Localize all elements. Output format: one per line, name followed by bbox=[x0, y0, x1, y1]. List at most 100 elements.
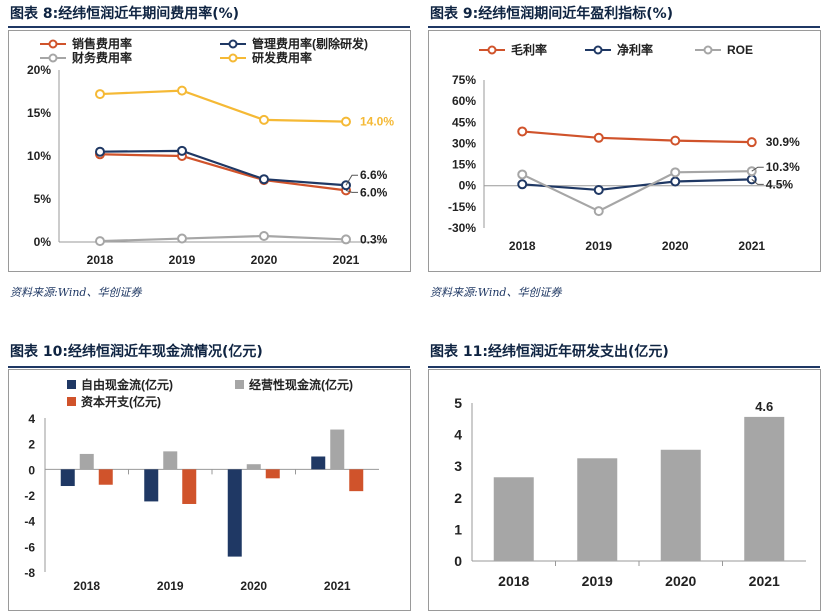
source-note: 资料来源:Wind、华创证券 bbox=[10, 286, 142, 299]
x-tick-label: 2020 bbox=[662, 239, 689, 253]
data-point bbox=[259, 230, 269, 241]
rnd-spend-chart: 0 1 2 3 4 5 2018 2019 2020 2021 4.6 bbox=[454, 395, 806, 589]
y-tick-label: 0 bbox=[454, 553, 462, 569]
data-label: 6.6% bbox=[360, 168, 388, 182]
x-tick-label: 2018 bbox=[509, 239, 536, 253]
title-rule bbox=[428, 366, 820, 368]
x-tick-label: 2019 bbox=[157, 579, 184, 593]
legend-marker bbox=[48, 53, 58, 63]
data-point bbox=[593, 184, 604, 195]
chart-title: 图表 11:经纬恒润近年研发支出(亿元) bbox=[430, 344, 669, 360]
y-tick-label: 0% bbox=[34, 235, 52, 249]
bar bbox=[349, 469, 364, 492]
data-point bbox=[341, 234, 351, 245]
legend-label: 自由现金流(亿元) bbox=[81, 377, 173, 392]
bar bbox=[246, 464, 261, 470]
y-tick-label: 15% bbox=[452, 158, 476, 172]
data-point bbox=[177, 233, 187, 244]
legend-marker bbox=[228, 53, 238, 63]
x-tick-label: 2021 bbox=[749, 573, 780, 589]
series-line bbox=[521, 170, 752, 213]
bar bbox=[330, 429, 345, 470]
y-tick-label: -2 bbox=[24, 489, 35, 503]
label-leader bbox=[345, 189, 358, 193]
legend-marker bbox=[703, 45, 713, 55]
y-tick-label: 10% bbox=[27, 149, 51, 163]
data-label: 10.3% bbox=[766, 160, 800, 174]
data-point bbox=[95, 146, 105, 157]
label-leader bbox=[751, 178, 764, 185]
series-line bbox=[99, 89, 347, 123]
data-point bbox=[95, 89, 105, 100]
y-tick-label: -4 bbox=[24, 515, 35, 529]
expense-ratio-chart: 销售费用率 管理费用率(剔除研发) 财务费用率 研发费用率 0% 5% 10% 15% 20% 2… bbox=[27, 36, 394, 267]
y-tick-label: 2 bbox=[454, 490, 462, 506]
x-tick-label: 2019 bbox=[169, 253, 196, 267]
y-tick-label: 0 bbox=[28, 463, 35, 477]
data-label: 14.0% bbox=[360, 115, 394, 129]
y-tick-label: 20% bbox=[27, 63, 51, 77]
title-rule bbox=[8, 26, 410, 28]
legend-label: ROE bbox=[727, 43, 753, 57]
legend-marker bbox=[48, 39, 58, 49]
legend-label: 财务费用率 bbox=[71, 50, 132, 65]
bar bbox=[60, 469, 75, 487]
chart-title: 图表 10:经纬恒润近年现金流情况(亿元) bbox=[10, 344, 263, 360]
bar bbox=[311, 456, 326, 470]
bar bbox=[265, 469, 280, 479]
profitability-chart: 毛利率 净利率 ROE -30% -15% 0% 15% 30% 45% 60% 75% 2018 20… bbox=[448, 42, 800, 253]
legend-marker bbox=[593, 45, 603, 55]
label-leader bbox=[751, 166, 764, 172]
legend-marker bbox=[228, 39, 238, 49]
chart-panel-rnd-spend: 图表 11:经纬恒润近年研发支出(亿元) 0 1 2 3 4 5 2018 2019 2020 2… bbox=[425, 338, 823, 611]
x-tick-label: 2021 bbox=[324, 579, 351, 593]
data-point bbox=[593, 132, 604, 143]
legend-marker bbox=[487, 45, 497, 55]
chart-panel-cashflow: 图表 10:经纬恒润近年现金流情况(亿元) 自由现金流(亿元) 经营性现金流(亿元… bbox=[0, 338, 411, 611]
data-label: 4.5% bbox=[766, 177, 794, 191]
series-line bbox=[99, 153, 347, 192]
legend-swatch bbox=[235, 380, 244, 389]
data-label: 6.0% bbox=[360, 185, 388, 199]
series-line bbox=[99, 234, 347, 243]
data-point bbox=[259, 114, 269, 125]
x-tick-label: 2019 bbox=[585, 239, 612, 253]
bar bbox=[493, 477, 534, 561]
y-tick-label: 45% bbox=[452, 115, 476, 129]
data-point bbox=[670, 167, 681, 178]
bar bbox=[227, 469, 242, 557]
x-tick-label: 2018 bbox=[73, 579, 100, 593]
data-point bbox=[341, 116, 351, 127]
y-tick-label: 1 bbox=[454, 521, 462, 537]
x-tick-label: 2018 bbox=[498, 573, 529, 589]
data-point bbox=[670, 135, 681, 146]
bar bbox=[660, 449, 701, 561]
y-tick-label: 4 bbox=[454, 427, 462, 443]
bar bbox=[98, 469, 113, 485]
series-line bbox=[99, 149, 347, 187]
y-tick-label: -8 bbox=[24, 566, 35, 580]
data-point bbox=[517, 169, 528, 180]
y-tick-label: 5 bbox=[454, 395, 462, 411]
data-point bbox=[670, 176, 681, 187]
data-point bbox=[593, 206, 604, 217]
chart-title: 图表 8:经纬恒润近年期间费用率(%) bbox=[10, 6, 240, 22]
data-point bbox=[517, 126, 528, 137]
data-point bbox=[517, 179, 528, 190]
legend-label: 毛利率 bbox=[511, 42, 547, 57]
y-tick-label: 30% bbox=[452, 136, 476, 150]
series-line bbox=[522, 178, 752, 192]
data-point bbox=[177, 145, 187, 156]
y-tick-label: 3 bbox=[454, 458, 462, 474]
data-point bbox=[746, 137, 757, 148]
data-point bbox=[259, 174, 269, 185]
legend-label: 研发费用率 bbox=[252, 50, 312, 65]
title-rule bbox=[8, 366, 410, 368]
y-tick-label: 75% bbox=[452, 73, 476, 87]
chart-title: 图表 9:经纬恒润期间近年盈利指标(%) bbox=[430, 6, 674, 22]
bar bbox=[79, 453, 94, 470]
bar bbox=[182, 469, 197, 504]
source-note: 资料来源:Wind、华创证券 bbox=[430, 286, 562, 299]
x-tick-label: 2020 bbox=[665, 573, 696, 589]
y-tick-label: -6 bbox=[24, 540, 35, 554]
